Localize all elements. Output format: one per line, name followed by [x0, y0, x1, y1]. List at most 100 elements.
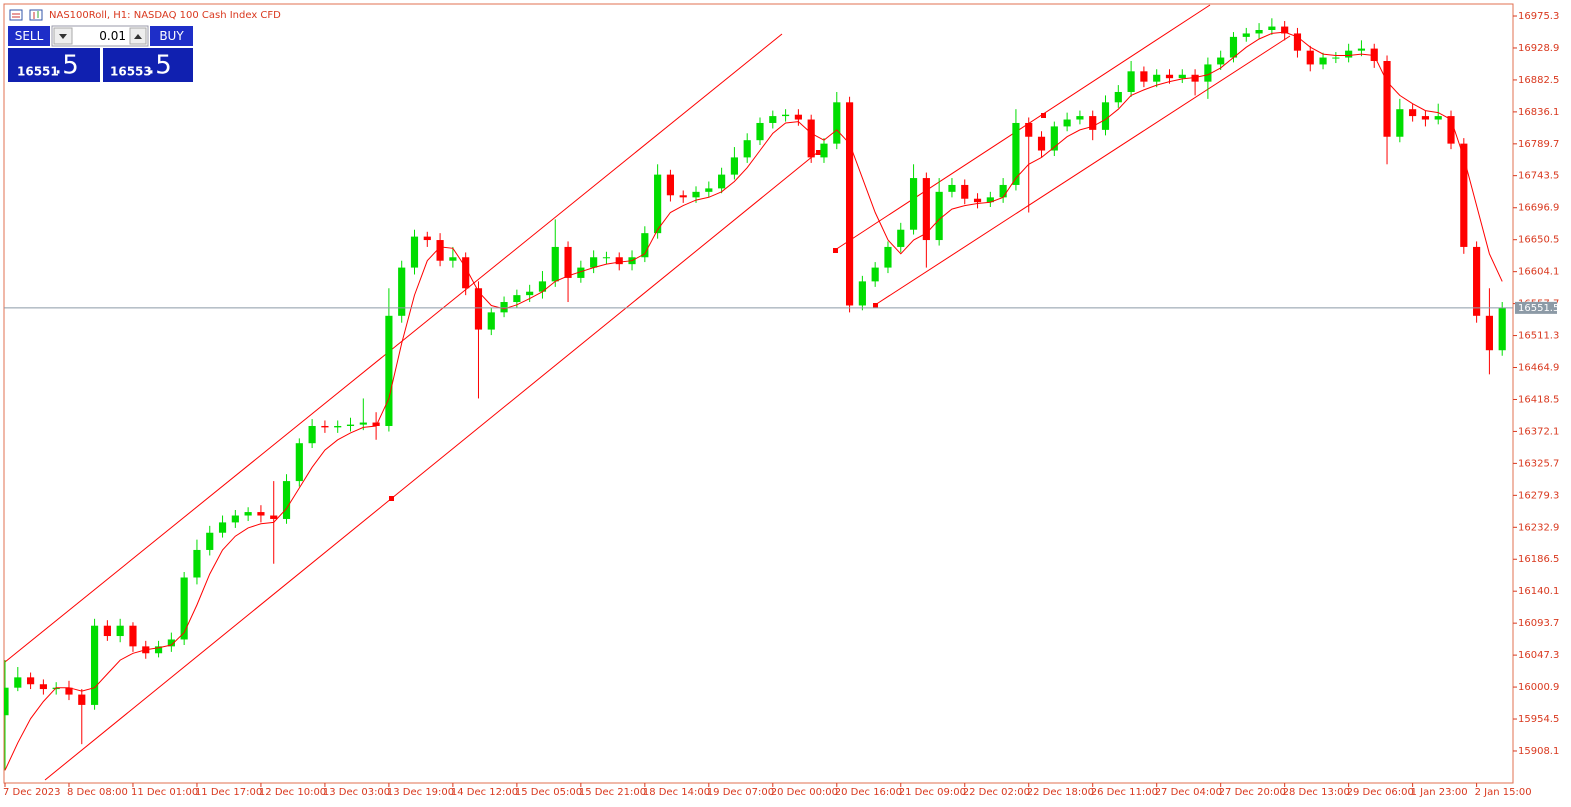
candle-body: [654, 174, 662, 234]
y-tick-label: 16511.3: [1518, 331, 1559, 342]
y-tick-label: 16372.1: [1518, 426, 1559, 437]
x-tick-label: 8 Dec 08:00: [67, 787, 128, 798]
candle-body: [244, 512, 252, 516]
x-tick-label: 27 Dec 04:00: [1155, 787, 1222, 798]
sell-price-box[interactable]: [8, 48, 100, 82]
candle-body: [1204, 64, 1212, 82]
candle-body: [180, 577, 188, 640]
buy-price-box[interactable]: [103, 48, 193, 82]
icon: [29, 9, 43, 21]
sell-button[interactable]: [8, 26, 50, 46]
candle-body: [577, 267, 585, 278]
candle-body: [1281, 26, 1289, 34]
candle-body: [1089, 116, 1097, 130]
candle-body: [1268, 26, 1276, 30]
x-tick-label: 22 Dec 02:00: [963, 787, 1030, 798]
candle-body: [922, 178, 930, 241]
lot-box[interactable]: [51, 25, 149, 47]
candle-body: [206, 532, 214, 550]
x-tick-label: 11 Dec 01:00: [131, 787, 198, 798]
candle-body: [321, 425, 329, 428]
candle-body: [897, 229, 905, 247]
buy-button[interactable]: [150, 26, 193, 46]
anchor: [816, 150, 821, 155]
trend-line: [4, 33, 783, 663]
buy-fraction[interactable]: .5: [147, 51, 172, 81]
candle-body: [1498, 307, 1506, 351]
candle-body: [858, 281, 866, 306]
x-tick-label: 12 Dec 10:00: [259, 787, 326, 798]
candle-body: [1293, 33, 1302, 51]
candle-body: [231, 515, 239, 523]
candle-body: [14, 677, 22, 688]
candle-body: [500, 302, 508, 313]
y-tick-label: 16140.1: [1518, 586, 1559, 597]
y-tick-label: 16789.7: [1518, 139, 1559, 150]
anchor: [873, 303, 878, 308]
candle-body: [590, 257, 598, 268]
candle-body: [973, 198, 982, 203]
candle-body: [474, 288, 483, 330]
candle-body: [743, 140, 751, 158]
bid-label-bg: [1515, 301, 1557, 314]
buy-label[interactable]: BUY: [159, 29, 184, 43]
x-tick-label: 22 Dec 18:00: [1027, 787, 1094, 798]
candle-body: [1485, 315, 1493, 351]
candle-body: [1178, 74, 1186, 79]
candle-body: [1165, 74, 1174, 79]
candle-body: [1421, 116, 1430, 120]
candle-body: [398, 267, 406, 316]
candle-body: [154, 646, 163, 654]
candle-body: [833, 102, 841, 144]
buy-price[interactable]: 16553: [110, 65, 152, 79]
candle-body: [295, 443, 303, 482]
candle-body: [807, 119, 815, 158]
candle-body: [449, 257, 457, 261]
candle-body: [1050, 126, 1058, 151]
moving-average: [4, 31, 1503, 771]
axes: 16975.3 16928.9 16882.5 16836.1 16789.7 16743…: [3, 11, 1559, 798]
y-tick-label: 16696.9: [1518, 203, 1559, 214]
x-tick-label: 11 Dec 17:00: [195, 787, 262, 798]
sell-fraction[interactable]: .5: [54, 51, 79, 81]
lot-value[interactable]: 0.01: [99, 29, 126, 43]
plot-area: [4, 4, 1513, 781]
candle-body: [948, 184, 956, 192]
candle-body: [615, 257, 623, 265]
candle-body: [884, 246, 892, 268]
trend-channels: [4, 4, 1291, 781]
y-tick-label: 16093.7: [1518, 618, 1559, 629]
candle-body: [1242, 33, 1250, 37]
x-tick-label: 13 Dec 03:00: [323, 787, 390, 798]
y-tick-label: 16743.5: [1518, 171, 1559, 182]
candle-body: [193, 549, 201, 578]
candle-body: [385, 315, 393, 426]
candle-body: [1396, 109, 1404, 137]
candle-body: [1114, 91, 1122, 103]
x-tick-label: 13 Dec 19:00: [387, 787, 454, 798]
x-tick-label: 28 Dec 13:00: [1283, 787, 1350, 798]
candle-body: [1370, 48, 1378, 61]
candle-body: [564, 246, 572, 278]
x-tick-label: 14 Dec 12:00: [451, 787, 518, 798]
candle-body: [909, 178, 918, 230]
y-tick-label: 16928.9: [1518, 43, 1559, 54]
candle-body: [551, 246, 559, 282]
sell-label[interactable]: SELL: [15, 29, 44, 43]
candle-body: [129, 625, 137, 647]
trade-panel: SELL 0.01 BUY 16551 .5 16553 .5: [8, 25, 193, 82]
candle-body: [1409, 109, 1417, 117]
candle-body: [410, 236, 419, 268]
x-tick-label: 2 Jan 15:00: [1475, 787, 1532, 798]
candle-body: [1332, 57, 1340, 59]
candle-body: [820, 143, 828, 158]
candle-body: [692, 191, 700, 198]
candle-body: [845, 102, 854, 306]
sell-price[interactable]: 16551: [17, 65, 59, 79]
anchor: [389, 496, 394, 501]
candle-body: [359, 422, 367, 425]
candle-body: [1012, 122, 1020, 185]
candle-body: [794, 114, 802, 120]
candle-body: [1306, 50, 1314, 65]
candle-body: [346, 424, 355, 426]
